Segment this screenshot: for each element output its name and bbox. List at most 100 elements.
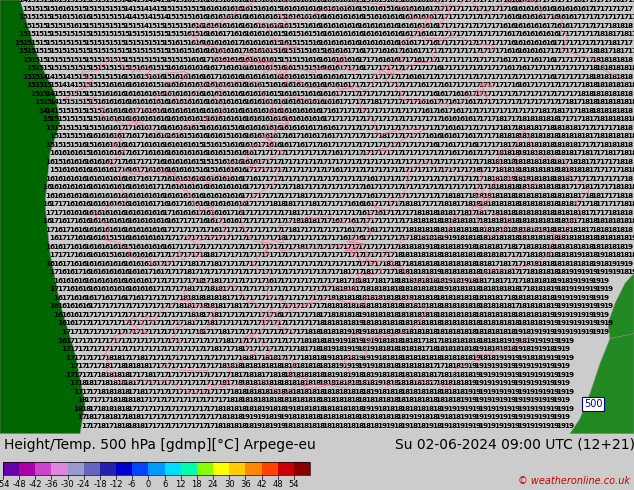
Text: 18: 18 (592, 56, 602, 63)
Text: 17: 17 (315, 235, 325, 242)
Text: 17: 17 (303, 142, 313, 147)
Text: 16: 16 (100, 176, 110, 182)
Text: 16: 16 (213, 48, 223, 54)
Text: 16: 16 (439, 82, 450, 88)
Text: 18: 18 (463, 338, 473, 343)
Text: 17: 17 (260, 270, 270, 275)
Text: 18: 18 (560, 244, 571, 250)
Text: 19: 19 (564, 303, 574, 310)
Text: 15: 15 (100, 23, 110, 28)
Text: 17: 17 (510, 31, 520, 37)
Text: 18: 18 (615, 56, 625, 63)
Text: 16: 16 (249, 40, 259, 46)
Text: 15: 15 (104, 0, 114, 3)
Text: 16: 16 (171, 108, 181, 114)
Text: 17: 17 (104, 338, 114, 343)
Text: 18: 18 (463, 287, 473, 293)
Text: 16: 16 (229, 0, 239, 3)
Text: 18: 18 (486, 201, 496, 207)
Text: 17: 17 (467, 124, 477, 131)
Text: 19: 19 (459, 414, 469, 420)
Text: 16: 16 (377, 31, 387, 37)
Text: 16: 16 (319, 56, 329, 63)
Text: 17: 17 (147, 295, 157, 301)
Text: 17: 17 (264, 159, 274, 165)
Text: 16: 16 (158, 167, 169, 173)
Text: 17: 17 (217, 244, 228, 250)
Text: 17: 17 (186, 414, 196, 420)
Text: 16: 16 (338, 48, 348, 54)
Text: 16: 16 (93, 261, 103, 267)
Text: 16: 16 (171, 91, 181, 97)
Text: 17: 17 (272, 346, 282, 352)
Text: 17: 17 (280, 295, 290, 301)
Text: 16: 16 (209, 142, 219, 147)
Text: 16: 16 (264, 40, 274, 46)
Text: 19: 19 (564, 338, 574, 343)
Text: 16: 16 (194, 91, 204, 97)
Text: 18: 18 (225, 414, 235, 420)
Text: 19: 19 (553, 414, 563, 420)
Text: 16: 16 (311, 5, 321, 11)
Text: 18: 18 (408, 252, 418, 258)
Text: 16: 16 (229, 167, 239, 173)
Text: 18: 18 (191, 480, 202, 489)
Text: 18: 18 (112, 389, 122, 394)
Text: 16: 16 (186, 159, 196, 165)
Text: 18: 18 (287, 210, 297, 216)
Text: 17: 17 (96, 355, 107, 361)
Text: 16: 16 (202, 40, 212, 46)
Text: 17: 17 (553, 56, 563, 63)
Text: 17: 17 (346, 167, 356, 173)
Text: 17: 17 (46, 210, 56, 216)
Text: 17: 17 (381, 227, 391, 233)
Text: 17: 17 (393, 219, 403, 224)
Text: 16: 16 (424, 99, 434, 105)
Text: 19: 19 (572, 287, 582, 293)
Text: 15: 15 (112, 0, 122, 3)
Text: 16: 16 (463, 133, 473, 139)
Text: 18: 18 (256, 380, 266, 386)
Text: 18: 18 (588, 252, 598, 258)
Text: 15: 15 (96, 31, 107, 37)
Text: 17: 17 (69, 329, 79, 335)
Text: 17: 17 (61, 244, 71, 250)
Text: 18: 18 (479, 338, 489, 343)
Text: 16: 16 (307, 0, 317, 3)
Text: 18: 18 (392, 423, 403, 429)
Text: 19: 19 (514, 346, 524, 352)
Text: 19: 19 (526, 338, 536, 343)
Text: 16: 16 (112, 184, 122, 190)
Text: 17: 17 (155, 414, 165, 420)
Text: 18: 18 (311, 346, 321, 352)
Text: 18: 18 (303, 329, 313, 335)
Text: 18: 18 (502, 150, 512, 156)
Text: 18: 18 (486, 184, 496, 190)
Text: 17: 17 (221, 31, 231, 37)
Text: 17: 17 (283, 338, 294, 343)
Text: 15: 15 (22, 23, 32, 28)
Text: 17: 17 (517, 287, 527, 293)
Text: 16: 16 (517, 65, 527, 71)
Text: 17: 17 (139, 414, 149, 420)
Text: 18: 18 (377, 371, 387, 378)
Text: 16: 16 (303, 5, 313, 11)
Text: 17: 17 (155, 363, 165, 369)
Text: 17: 17 (127, 320, 138, 326)
Text: 17: 17 (319, 193, 328, 199)
Text: 17: 17 (432, 201, 442, 207)
Text: 18: 18 (604, 99, 614, 105)
Text: 16: 16 (346, 201, 356, 207)
Text: 17: 17 (96, 338, 107, 343)
Text: 18: 18 (436, 329, 446, 335)
Text: 17: 17 (377, 219, 387, 224)
Text: 17: 17 (241, 295, 250, 301)
Text: 17: 17 (424, 48, 434, 54)
Text: 18: 18 (432, 423, 442, 429)
Text: 18: 18 (373, 363, 384, 369)
Text: 17: 17 (221, 355, 231, 361)
Text: 6: 6 (162, 480, 167, 489)
Text: 17: 17 (120, 338, 130, 343)
Text: 16: 16 (361, 184, 372, 190)
Text: 17: 17 (381, 193, 391, 199)
